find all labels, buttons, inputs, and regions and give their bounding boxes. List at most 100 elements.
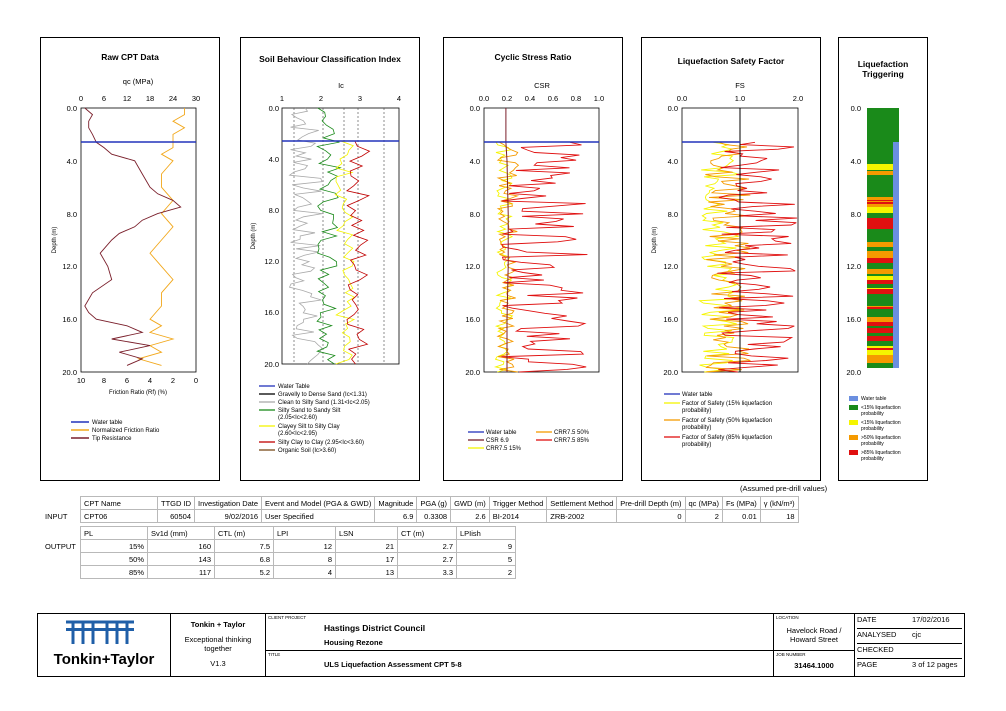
- friction-ratio-line: [136, 108, 186, 366]
- output-cell: 5.2: [214, 565, 274, 579]
- sbt-y-label: Depth (m): [251, 223, 257, 250]
- depth-tick: 8.0: [851, 210, 861, 219]
- output-label: OUTPUT: [45, 541, 76, 551]
- raw-cpt-panel: Raw CPT Data qc (MPa) 0 6 12 18 24 30 0.…: [40, 37, 220, 481]
- trigger-band: [867, 213, 899, 218]
- ic-tick: 1: [280, 94, 284, 103]
- depth-tick: 0.0: [269, 104, 279, 113]
- legend-item: CRR7.5 50%: [554, 430, 590, 436]
- version: V1.3: [210, 659, 226, 668]
- output-cell: 117: [147, 565, 215, 579]
- depth-tick: 8.0: [470, 210, 480, 219]
- legend-item: Factor of Safety (50% liquefaction: [682, 418, 772, 424]
- input-header: Settlement Method: [546, 496, 618, 510]
- ic-tick: 3: [358, 94, 362, 103]
- trigger-band: [867, 141, 899, 146]
- trigger-band: [867, 280, 899, 284]
- legend-item: CRR7.5 15%: [486, 446, 522, 452]
- trigger-band: [867, 153, 899, 157]
- legend-item: Water table: [486, 430, 517, 436]
- output-header: LPIish: [456, 526, 516, 540]
- output-cell: 7.5: [214, 539, 274, 553]
- fs-y-label: Depth (m): [652, 227, 658, 254]
- trigger-band: [867, 333, 899, 336]
- trigger-band: [867, 200, 899, 201]
- output-header: Sv1d (mm): [147, 526, 215, 540]
- input-value: CPT06: [80, 509, 158, 523]
- trigger-band: [867, 350, 899, 355]
- legend-item: <15% liquefaction: [861, 405, 901, 411]
- trigger-band: [867, 170, 899, 171]
- ic-clayey-silt-line: [334, 140, 356, 365]
- depth-tick: 20.0: [62, 368, 77, 377]
- trigger-band: [867, 317, 899, 322]
- trig-title-2: Triggering: [862, 69, 904, 79]
- analysed-value: cjc: [912, 630, 922, 639]
- location-2: Howard Street: [790, 635, 838, 644]
- fs-tick: 2.0: [793, 94, 803, 103]
- depth-tick: 8.0: [269, 206, 279, 215]
- output-cell: 15%: [80, 539, 148, 553]
- legend-item: >85% liquefaction: [861, 450, 901, 456]
- checked-label: CHECKED: [857, 645, 894, 654]
- output-header-row: PL Sv1d (mm) CTL (m) LPI LSN CT (m) LPIi…: [42, 526, 516, 540]
- csr-ticks: 0.0 0.2 0.4 0.6 0.8 1.0: [479, 94, 604, 103]
- analysed-row: ANALYSED cjc: [857, 630, 962, 644]
- location-label: LOCATION: [776, 615, 799, 620]
- input-header: Investigation Date: [193, 496, 263, 510]
- sbt-panel: Soil Behaviour Classification Index Ic 1…: [240, 37, 420, 481]
- qc-tick: 18: [146, 94, 154, 103]
- input-header: GWD (m): [450, 496, 490, 510]
- trigger-band: [867, 355, 899, 357]
- qc-tick: 12: [123, 94, 131, 103]
- trigger-band: [867, 222, 899, 225]
- input-value: 6.9: [374, 509, 418, 523]
- legend-item: probability): [682, 408, 711, 414]
- qc-tick: 24: [169, 94, 177, 103]
- trigger-band: [867, 274, 899, 276]
- input-label: INPUT: [45, 511, 68, 521]
- csr-tick: 0.2: [502, 94, 512, 103]
- trigger-band: [867, 202, 899, 204]
- client-cell: CLIENT PROJECT Hastings District Council…: [266, 614, 774, 651]
- rf-tick: 0: [194, 376, 198, 385]
- client-name: Hastings District Council: [324, 623, 426, 633]
- trigger-band: [867, 108, 899, 113]
- page-label: PAGE: [857, 660, 878, 669]
- csr-tick: 0.8: [571, 94, 581, 103]
- depth-tick: 16.0: [465, 315, 480, 324]
- legend-item: <15% liquefaction: [861, 420, 901, 426]
- ic-tick: 2: [319, 94, 323, 103]
- legend-item: Silty Sand to Sandy Silt: [278, 408, 341, 414]
- legend-item: (2.60<Ic<2.95): [278, 431, 317, 437]
- output-cell: 2.7: [397, 552, 457, 566]
- input-header: γ (kN/m³): [759, 496, 799, 510]
- output-cell: 17: [335, 552, 398, 566]
- sheet-title: ULS Liquefaction Assessment CPT 5-8: [324, 660, 462, 669]
- trigger-band: [867, 218, 899, 222]
- title-label: TITLE: [268, 652, 281, 657]
- output-cell: 9: [456, 539, 516, 553]
- fs-chart: Liquefaction Safety Factor FS 0.0 1.0 2.…: [652, 56, 803, 448]
- output-cell: 85%: [80, 565, 148, 579]
- trigger-band: [867, 230, 899, 236]
- location-1: Havelock Road /: [786, 626, 842, 635]
- fs-title: Liquefaction Safety Factor: [678, 56, 785, 66]
- trigger-band: [867, 236, 899, 241]
- qc-tick: 6: [102, 94, 106, 103]
- trigger-band: [867, 146, 899, 151]
- sbt-title: Soil Behaviour Classification Index: [259, 54, 401, 64]
- legend-water-table: Water table: [92, 420, 123, 426]
- trigger-band: [867, 193, 899, 197]
- depth-tick: 12.0: [663, 262, 678, 271]
- csr-plot-area: [483, 107, 600, 373]
- job-cell: JOB NUMBER 31464.1000: [774, 651, 855, 676]
- trigger-band: [867, 201, 899, 202]
- trigger-band: [867, 306, 899, 307]
- ic-boundaries: [293, 108, 385, 364]
- ic-silty-sand-line: [316, 107, 342, 365]
- title-cell: TITLE ULS Liquefaction Assessment CPT 5-…: [266, 651, 774, 676]
- fs-15-line: [698, 141, 740, 373]
- input-value: 0: [616, 509, 686, 523]
- logo-cell: Tonkin+Taylor: [38, 614, 171, 676]
